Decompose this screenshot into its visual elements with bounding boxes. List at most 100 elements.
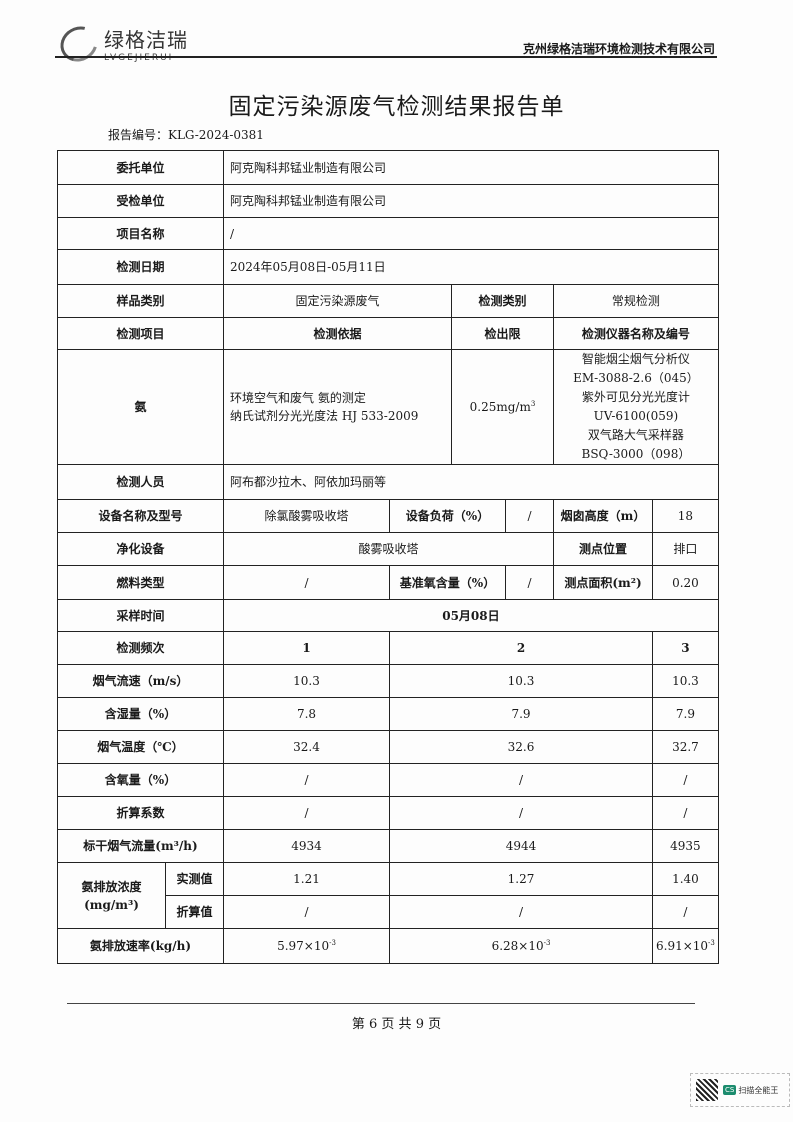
table-row: 检测人员 阿布都沙拉木、阿依加玛丽等	[57, 464, 719, 500]
freq-1: 1	[223, 631, 390, 665]
stack-value: 18	[652, 499, 719, 533]
rate-value: 6.28×10	[491, 939, 544, 953]
value-cell: /	[652, 895, 719, 929]
value-cell: 32.6	[389, 730, 653, 764]
footer-divider	[67, 1003, 695, 1004]
inspected-value: 阿克陶科邦锰业制造有限公司	[223, 184, 719, 218]
value-cell: 4934	[223, 829, 390, 863]
table-row: 折算值 / / /	[58, 895, 719, 929]
table-row: 标干烟气流量(m³/h) 4934 4944 4935	[57, 829, 719, 863]
label-cell: 净化设备	[57, 532, 224, 566]
label-cell: 检测依据	[223, 317, 452, 350]
value-cell: 6.28×10-3	[389, 928, 653, 964]
value-cell: /	[652, 796, 719, 830]
instrument-list: 智能烟尘烟气分析仪 EM-3088-2.6（045） 紫外可见分光光度计 UV-610…	[553, 349, 719, 465]
label-cell: 测点位置	[553, 532, 653, 566]
value-cell: /	[389, 796, 653, 830]
load-value: /	[505, 499, 554, 533]
label-cell: 燃料类型	[57, 565, 224, 600]
rate-exp: -3	[329, 939, 336, 947]
item-value: 氨	[57, 349, 224, 465]
instrument-line: UV-6100(059)	[593, 409, 679, 423]
report-number: 报告编号：KLG-2024-0381	[108, 128, 264, 142]
conc-unit: (mg/m³)	[84, 897, 139, 912]
instrument-line: 双气路大气采样器	[587, 428, 684, 442]
basis-line: 环境空气和废气 氨的测定	[230, 391, 366, 405]
equip-value: 除氯酸雾吸收塔	[223, 499, 390, 533]
sampling-value: 05月08日	[223, 599, 719, 632]
value-cell: /	[652, 763, 719, 797]
label-cell: 委托单位	[57, 150, 224, 185]
value-cell: 5.97×10-3	[223, 928, 390, 964]
label-cell: 烟囱高度（m）	[553, 499, 653, 533]
scanner-name: 扫描全能王	[738, 1085, 779, 1095]
value-cell: /	[389, 895, 653, 929]
table-row: 受检单位 阿克陶科邦锰业制造有限公司	[57, 184, 719, 218]
value-cell: /	[223, 895, 390, 929]
label-cell: 烟气温度（℃）	[57, 730, 224, 764]
instrument-line: BSQ-3000（098）	[581, 447, 691, 461]
table-row: 氨 环境空气和废气 氨的测定纳氏试剂分光光度法 HJ 533-2009 0.25…	[57, 349, 719, 465]
label-cell: 设备名称及型号	[57, 499, 224, 533]
label-cell: 项目名称	[57, 217, 224, 250]
date-value: 2024年05月08日-05月11日	[223, 249, 719, 285]
label-cell: 实测值	[165, 862, 224, 896]
label-cell: 折算值	[165, 895, 224, 929]
logo-en: LVGEJIERUI	[104, 53, 174, 63]
value-cell: 7.9	[652, 697, 719, 731]
value-cell: 4944	[389, 829, 653, 863]
basis-line: 纳氏试剂分光光度法 HJ 533-2009	[230, 409, 419, 423]
label-cell: 基准氧含量（%）	[389, 565, 506, 600]
table-row: 设备名称及型号 除氯酸雾吸收塔 设备负荷（%） / 烟囱高度（m） 18	[57, 499, 719, 533]
table-row: 氨排放浓度 (mg/m³) 实测值 1.21 1.27 1.40	[57, 862, 719, 929]
results-table: 委托单位 阿克陶科邦锰业制造有限公司 受检单位 阿克陶科邦锰业制造有限公司 项目名称…	[57, 150, 719, 964]
label-cell: 测点面积(m²)	[553, 565, 653, 600]
value-cell: /	[389, 763, 653, 797]
project-value: /	[223, 217, 719, 250]
company-logo: 绿格洁瑞 LVGEJIERUI	[54, 19, 188, 68]
table-row: 检测日期 2024年05月08日-05月11日	[57, 249, 719, 285]
value-cell: 10.3	[389, 664, 653, 698]
value-cell: 1.27	[389, 862, 653, 896]
value-cell: 10.3	[223, 664, 390, 698]
logo-cn: 绿格洁瑞	[104, 28, 188, 52]
table-row: 含湿量（%） 7.8 7.9 7.9	[57, 697, 719, 731]
limit-value: 0.25mg/m3	[451, 349, 554, 465]
logo-swirl-icon	[54, 19, 104, 68]
label-cell: 标干烟气流量(m³/h)	[57, 829, 224, 863]
value-cell: 7.9	[389, 697, 653, 731]
value-cell: 4935	[652, 829, 719, 863]
value-cell: 32.7	[652, 730, 719, 764]
label-cell: 样品类别	[57, 284, 224, 318]
qr-code-icon	[696, 1079, 718, 1101]
fuel-value: /	[223, 565, 390, 600]
label-cell: 设备负荷（%）	[389, 499, 506, 533]
table-row: 净化设备 酸雾吸收塔 测点位置 排口	[57, 532, 719, 566]
table-row: 燃料类型 / 基准氧含量（%） / 测点面积(m²) 0.20	[57, 565, 719, 600]
test-type-value: 常规检测	[553, 284, 719, 318]
o2-value: /	[505, 565, 554, 600]
table-row: 烟气温度（℃） 32.4 32.6 32.7	[57, 730, 719, 764]
instrument-line: 智能烟尘烟气分析仪	[581, 352, 690, 366]
label-cell: 受检单位	[57, 184, 224, 218]
freq-3: 3	[652, 631, 719, 665]
value-cell: /	[223, 763, 390, 797]
report-title: 固定污染源废气检测结果报告单	[228, 94, 565, 120]
table-row: 折算系数 / / /	[57, 796, 719, 830]
label-cell: 采样时间	[57, 599, 224, 632]
table-row: 检测频次 1 2 3	[57, 631, 719, 665]
table-row: 氨排放速率(kg/h) 5.97×10-3 6.28×10-3 6.91×10-…	[57, 928, 719, 964]
purify-value: 酸雾吸收塔	[223, 532, 554, 566]
value-cell: 7.8	[223, 697, 390, 731]
staff-value: 阿布都沙拉木、阿依加玛丽等	[223, 464, 719, 500]
rate-value: 5.97×10	[277, 939, 330, 953]
table-row: 含氧量（%） / / /	[57, 763, 719, 797]
header-divider	[55, 56, 717, 58]
conc-label: 氨排放浓度 (mg/m³)	[57, 862, 166, 929]
label-cell: 氨排放速率(kg/h)	[57, 928, 224, 964]
label-cell: 检出限	[451, 317, 554, 350]
value-cell: 10.3	[652, 664, 719, 698]
table-row: 项目名称 /	[57, 217, 719, 250]
table-row: 样品类别 固定污染源废气 检测类别 常规检测	[57, 284, 719, 318]
conc-label-text: 氨排放浓度	[81, 879, 142, 894]
